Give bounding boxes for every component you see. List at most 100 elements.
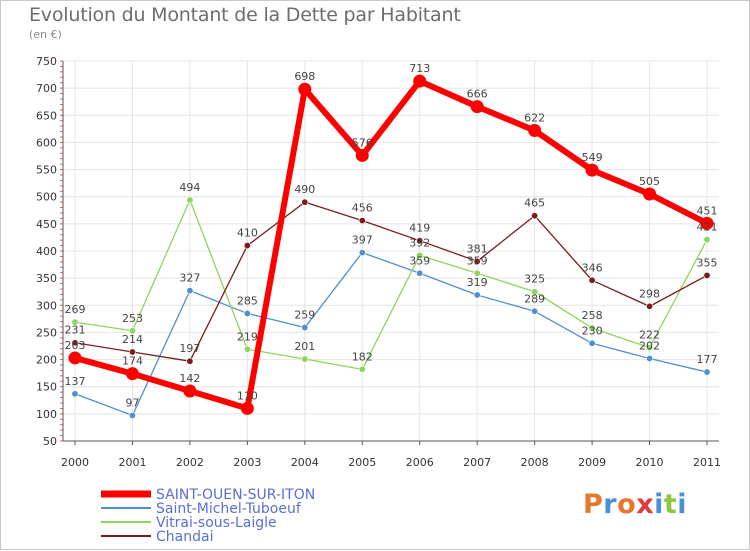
data-label: 346 — [582, 261, 603, 274]
data-point — [416, 251, 424, 259]
data-point — [243, 309, 251, 317]
data-point — [646, 344, 654, 352]
data-label: 97 — [125, 396, 139, 409]
y-tick-label: 550 — [36, 164, 57, 177]
x-tick-label: 2011 — [693, 456, 721, 469]
y-tick-label: 300 — [36, 299, 57, 312]
data-point — [358, 217, 366, 225]
proxiti-logo: Proxiti — [583, 489, 687, 520]
data-point — [470, 100, 484, 114]
data-point — [531, 212, 539, 220]
data-point — [186, 196, 194, 204]
data-label: 230 — [582, 324, 603, 337]
y-tick-label: 350 — [36, 272, 57, 285]
data-label: 142 — [179, 372, 200, 385]
chart-title: Evolution du Montant de la Dette par Hab… — [29, 4, 461, 26]
legend-label: Chandai — [156, 529, 213, 545]
legend-label: Saint-Michel-Tuboeuf — [156, 501, 302, 517]
logo-letter: r — [603, 489, 618, 520]
data-point — [301, 198, 309, 206]
data-point — [585, 163, 599, 177]
data-label: 182 — [352, 350, 373, 363]
data-label: 214 — [122, 333, 143, 346]
data-label: 713 — [409, 62, 430, 75]
data-point — [588, 276, 596, 284]
data-point — [700, 216, 714, 230]
data-point — [358, 365, 366, 373]
data-label: 494 — [179, 181, 200, 194]
data-label: 231 — [65, 324, 86, 337]
x-tick-label: 2009 — [578, 456, 606, 469]
data-point — [416, 269, 424, 277]
data-point — [473, 257, 481, 265]
data-label: 269 — [65, 303, 86, 316]
data-label: 456 — [352, 202, 373, 215]
logo-letter: i — [654, 489, 664, 520]
x-tick-label: 2007 — [463, 456, 491, 469]
data-label: 174 — [122, 355, 143, 368]
data-label: 177 — [697, 353, 718, 366]
x-tick-label: 2005 — [348, 456, 376, 469]
data-label: 298 — [639, 287, 660, 300]
data-label: 698 — [294, 70, 315, 83]
data-label: 576 — [352, 136, 373, 149]
x-tick-label: 2008 — [521, 456, 549, 469]
data-label: 410 — [237, 227, 258, 240]
series-line-3 — [74, 201, 708, 362]
logo-letter: i — [677, 489, 688, 520]
data-label: 325 — [524, 273, 545, 286]
data-point — [128, 348, 136, 356]
data-point — [71, 390, 79, 398]
data-point — [125, 367, 139, 381]
data-point — [643, 187, 657, 201]
y-tick-label: 500 — [36, 191, 57, 204]
y-tick-label: 100 — [36, 408, 57, 421]
data-point — [531, 307, 539, 315]
x-tick-label: 2003 — [233, 456, 261, 469]
x-tick-label: 2004 — [291, 456, 319, 469]
logo-letter: o — [617, 489, 637, 520]
data-label: 381 — [467, 242, 488, 255]
series-line-0 — [72, 78, 710, 412]
x-tick-label: 2006 — [406, 456, 434, 469]
data-label: 137 — [65, 375, 86, 388]
data-label: 327 — [179, 272, 200, 285]
data-point — [646, 302, 654, 310]
data-point — [301, 324, 309, 332]
data-point — [413, 74, 427, 88]
data-point — [71, 318, 79, 326]
data-point — [355, 148, 369, 162]
y-tick-label: 700 — [36, 82, 57, 95]
data-label: 421 — [697, 221, 718, 234]
data-label: 490 — [294, 183, 315, 196]
legend-label: SAINT-OUEN-SUR-ITON — [156, 487, 315, 503]
data-point — [301, 355, 309, 363]
data-label: 465 — [524, 197, 545, 210]
data-label: 355 — [697, 256, 718, 269]
data-label: 359 — [467, 254, 488, 267]
y-tick-label: 600 — [36, 136, 57, 149]
unit-label: (en €) — [29, 28, 62, 41]
y-tick-label: 200 — [36, 354, 57, 367]
data-point — [186, 287, 194, 295]
data-label: 666 — [467, 88, 488, 101]
data-label: 253 — [122, 312, 143, 325]
data-point — [646, 354, 654, 362]
x-tick-label: 2002 — [176, 456, 204, 469]
logo-letter: x — [636, 489, 655, 520]
data-point — [243, 345, 251, 353]
data-label: 203 — [65, 339, 86, 352]
data-label: 392 — [409, 236, 430, 249]
x-tick-label: 2010 — [636, 456, 664, 469]
y-tick-label: 150 — [36, 381, 57, 394]
data-point — [473, 291, 481, 299]
series-line-1 — [74, 251, 708, 417]
data-point — [243, 242, 251, 250]
logo-letter: t — [663, 489, 678, 520]
data-point — [358, 249, 366, 257]
y-tick-label: 650 — [36, 109, 57, 122]
data-label: 258 — [582, 309, 603, 322]
data-point — [183, 384, 197, 398]
